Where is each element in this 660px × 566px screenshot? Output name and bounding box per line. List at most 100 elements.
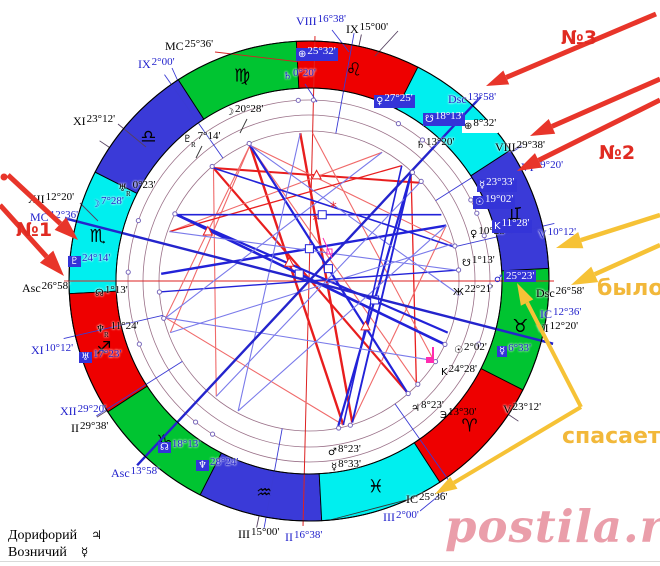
planet-dot-outer-mars bbox=[487, 283, 493, 289]
annotation-arrowhead bbox=[556, 232, 584, 249]
footer-planet-icon: ♃ bbox=[91, 528, 102, 542]
cusp-tick-inner-iii bbox=[256, 515, 260, 528]
sagittarius-sign-icon: ♐ bbox=[96, 338, 112, 359]
annotation-arrow-shaft bbox=[593, 242, 660, 277]
planet-dot-outer-neptune bbox=[209, 431, 216, 437]
planet-dot-inner-venus bbox=[452, 243, 458, 249]
aspect-line bbox=[212, 167, 217, 397]
label-pointer-line bbox=[171, 67, 183, 91]
aspect-line bbox=[169, 151, 383, 233]
aspect-line bbox=[351, 173, 412, 423]
cusp-line-outer-viii bbox=[335, 32, 355, 134]
planet-dot-outer-saturn bbox=[295, 97, 301, 103]
cusp-tick-inner-v bbox=[508, 414, 519, 422]
aspect-line bbox=[165, 317, 434, 362]
planet-dot-inner-neptune bbox=[161, 315, 167, 321]
annotation-arrow-shaft bbox=[6, 173, 63, 226]
annotation-n1: №1 bbox=[16, 219, 53, 241]
outer-axis-line bbox=[64, 217, 554, 345]
annotation-arrow-shaft bbox=[580, 212, 660, 243]
aspect-line bbox=[299, 133, 354, 423]
annotation-arrow-shaft bbox=[452, 405, 583, 485]
footer-legend: Дорифорий ♃ Возничий ☿ bbox=[8, 528, 102, 562]
aspect-line bbox=[213, 167, 454, 248]
aspect-line bbox=[249, 144, 417, 384]
planet-dot-inner-sun bbox=[442, 341, 448, 347]
aspect-line bbox=[169, 145, 251, 333]
cusp-line-outer-ii bbox=[263, 428, 283, 530]
virgo-sign-icon: ♍ bbox=[234, 66, 250, 87]
cusp-line-outer-v bbox=[454, 223, 555, 248]
planet-dot-outer-mercury bbox=[468, 197, 474, 203]
aspect-line bbox=[249, 144, 453, 245]
annotation-arrow-shaft bbox=[550, 76, 660, 129]
planet-dot-inner-lilith bbox=[415, 381, 421, 387]
aspect-line bbox=[312, 132, 435, 361]
annotation-arrow-shaft bbox=[505, 11, 657, 80]
ring-inner-edge bbox=[115, 87, 503, 475]
magenta-mark bbox=[322, 237, 333, 259]
cusp-tick-inner-xi bbox=[99, 140, 110, 148]
aspect-star-marker: * bbox=[330, 200, 337, 216]
aspect-line bbox=[165, 317, 344, 426]
planet-dot-outer-sun bbox=[474, 210, 480, 216]
planet-dot-inner-south-node bbox=[455, 267, 462, 273]
cusp-line-outer-iii bbox=[394, 403, 454, 488]
annotation-n2: №2 bbox=[599, 142, 636, 164]
footer-planet-icon: ☿ bbox=[80, 545, 89, 559]
annotation-arrowhead bbox=[517, 153, 543, 171]
cusp-line-outer-xi bbox=[63, 314, 164, 339]
aspect-star-marker: * bbox=[312, 213, 319, 229]
planet-dot-inner-saturn bbox=[409, 169, 416, 175]
taurus-sign-icon: ♉ bbox=[512, 316, 528, 337]
planet-dot-outer-mercury-2 bbox=[476, 341, 482, 347]
aspect-line bbox=[410, 173, 418, 383]
aspect-trine-marker bbox=[202, 225, 214, 236]
cusp-line-outer-ix bbox=[164, 74, 224, 159]
footer-term: Дорифорий bbox=[8, 528, 78, 543]
annotation-arrowhead bbox=[54, 217, 78, 240]
pisces-sign-icon: ♓ bbox=[368, 476, 384, 497]
annotation-n3: №3 bbox=[561, 27, 598, 49]
annotation-bylo: было bbox=[597, 276, 660, 301]
aspect-line bbox=[249, 144, 457, 294]
label-pointer-line bbox=[214, 51, 301, 63]
annotation-spasaet: спасает bbox=[562, 424, 660, 449]
label-pointer-line bbox=[239, 118, 248, 134]
ring-outer-edge bbox=[68, 40, 550, 522]
cusp-tick-inner-ii bbox=[96, 410, 108, 418]
bottom-divider bbox=[0, 561, 660, 562]
planet-dot-inner-uranus bbox=[172, 211, 178, 217]
cusp-tick-inner-viii bbox=[510, 144, 522, 152]
planet-dot-outer-fortune bbox=[310, 97, 317, 103]
planet-dot-inner-north-node bbox=[156, 289, 163, 295]
annotation-arrowhead bbox=[486, 70, 510, 86]
annotation-arrowhead bbox=[571, 266, 599, 285]
annotation-arrowhead bbox=[435, 476, 458, 494]
annotation-arrow-shaft bbox=[525, 301, 583, 408]
planet-dot-outer-pluto bbox=[125, 269, 131, 275]
footer-row-0: Дорифорий ♃ bbox=[8, 528, 102, 545]
label-pointer-line bbox=[195, 145, 203, 159]
aquarius-sign-icon: ♒ bbox=[256, 482, 272, 503]
aspect-line bbox=[342, 165, 403, 426]
cusp-line-outer-vi bbox=[435, 145, 523, 202]
planet-dot-outer-south-node bbox=[419, 137, 426, 143]
aspect-line bbox=[165, 151, 383, 319]
planet-dot-inner-mercury bbox=[347, 422, 353, 428]
aspect-square-marker bbox=[323, 264, 333, 274]
aspect-line bbox=[248, 144, 345, 426]
leo-sign-icon: ♌ bbox=[346, 60, 362, 81]
aries-sign-icon: ♈ bbox=[462, 415, 478, 436]
magenta-square bbox=[426, 357, 432, 363]
aspect-square-marker bbox=[317, 210, 327, 220]
label-pointer-line bbox=[117, 123, 147, 148]
watermark: postila.ru bbox=[445, 500, 660, 553]
aspect-line bbox=[237, 133, 301, 412]
red-dot bbox=[0, 173, 8, 181]
planet-dot-inner-moon bbox=[246, 140, 252, 147]
aspect-trine-marker bbox=[360, 320, 371, 331]
